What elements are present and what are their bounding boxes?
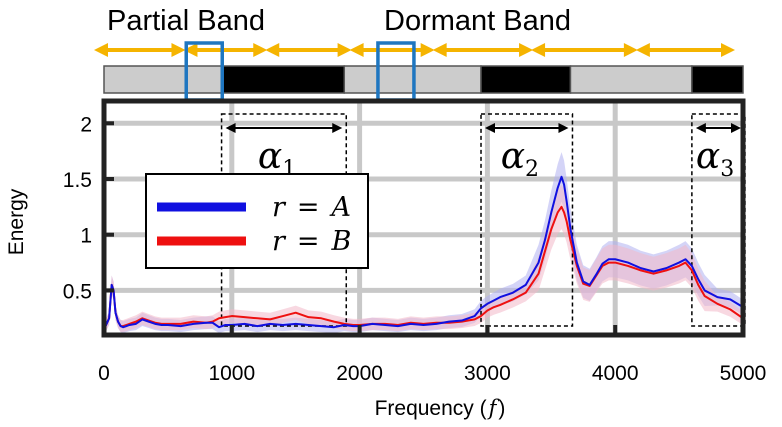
band-arrow-1	[183, 43, 268, 57]
y-tick-label-1: 1	[80, 225, 92, 248]
legend-val-a: A	[329, 192, 352, 223]
band-segment-5	[691, 65, 744, 94]
band-arrow-2	[265, 43, 352, 57]
x-tick-label-3: 3000	[464, 362, 511, 385]
x-tick-label-1: 1000	[208, 362, 255, 385]
legend-label-b: r = B	[272, 226, 351, 257]
legend-var-a: r	[272, 192, 287, 223]
band-segment-0	[103, 65, 223, 94]
plot-frame	[101, 98, 746, 338]
band-strip	[103, 65, 744, 94]
x-axis-label-close: )	[498, 397, 505, 420]
region-3: α3	[691, 113, 746, 327]
legend-eq-b: =	[297, 226, 320, 257]
y-tick-label-0: 0.5	[63, 280, 92, 303]
x-tick-label-5: 5000	[720, 362, 767, 385]
y-ticks: 0.5 1 1.5 2	[63, 113, 114, 303]
legend: r = A r = B	[145, 173, 369, 269]
legend-label-a: r = A	[272, 192, 351, 223]
y-axis-label: Energy	[5, 188, 28, 255]
x-axis-label: Frequency (f)	[375, 396, 506, 420]
y-tick-label-2: 1.5	[63, 169, 92, 192]
band-label-partial: Partial Band	[107, 5, 265, 37]
x-tick-label-2: 2000	[336, 362, 383, 385]
band-arrow-6	[635, 43, 735, 57]
region-label-2: α2	[501, 136, 539, 182]
region-label-3: α3	[696, 136, 734, 182]
series-line-1	[103, 205, 744, 330]
x-ticks: 0 1000 2000 3000 4000 5000	[98, 325, 766, 385]
band-arrow-0	[94, 43, 186, 57]
confidence-band-1	[104, 184, 743, 335]
band-arrow-4	[432, 43, 534, 57]
legend-val-b: B	[331, 226, 352, 257]
alpha-regions: α1 α2 α3	[220, 113, 746, 327]
legend-box	[145, 173, 369, 269]
region-2: α2	[480, 113, 574, 327]
x-axis-label-variable: f	[487, 396, 500, 420]
legend-var-b: r	[272, 226, 287, 257]
series-lines	[103, 175, 744, 330]
series-line-0	[103, 175, 744, 330]
band-arrow-5	[531, 43, 638, 57]
band-segment-1	[220, 65, 346, 94]
band-arrows	[94, 43, 735, 57]
x-tick-label-0: 0	[98, 362, 110, 385]
x-axis-label-text: Frequency (	[375, 397, 487, 420]
band-label-dormant: Dormant Band	[384, 5, 571, 37]
band-arrow-3	[349, 43, 435, 57]
y-tick-label-3: 2	[80, 113, 92, 136]
x-tick-label-4: 4000	[592, 362, 639, 385]
legend-eq-a: =	[297, 192, 320, 223]
band-segment-3	[480, 65, 572, 94]
band-segment-4	[569, 65, 693, 94]
confidence-bands	[104, 152, 743, 335]
